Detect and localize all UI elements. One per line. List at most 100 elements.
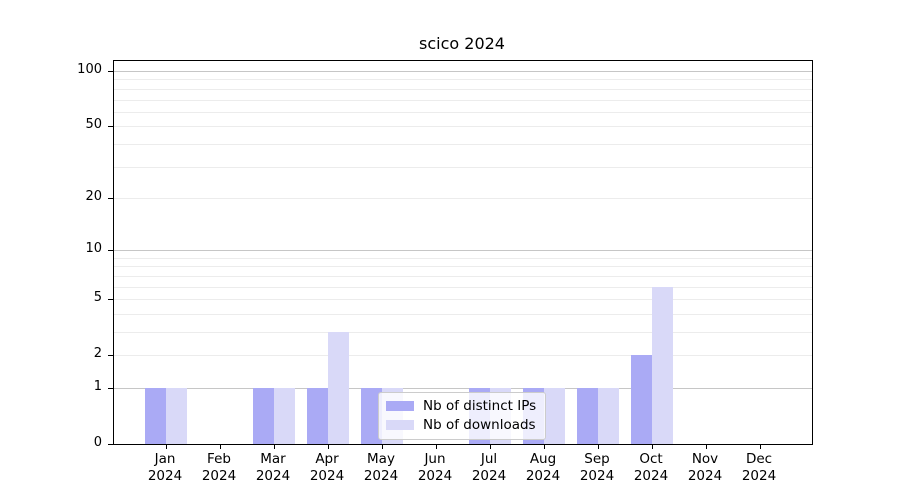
y-tick-label-0: 0 <box>93 435 102 450</box>
y-tick-mark-5 <box>108 299 113 301</box>
x-tick-label-jan: Jan 2024 <box>133 451 197 485</box>
x-tick-label-apr: Apr 2024 <box>295 451 359 485</box>
legend-swatch-downloads <box>386 420 414 430</box>
x-tick-year: 2024 <box>255 468 291 484</box>
x-tick-mark-jul <box>490 445 491 449</box>
x-tick-mark-jan <box>166 445 167 449</box>
bar-nb-of-downloads-sep <box>598 388 619 444</box>
x-tick-year: 2024 <box>525 468 561 484</box>
bar-nb-of-distinct-ips-may <box>361 388 382 444</box>
x-tick-mark-oct <box>652 445 653 449</box>
bar-nb-of-downloads-apr <box>328 332 349 444</box>
x-tick-year: 2024 <box>687 468 723 484</box>
y-tick-mark-0 <box>108 444 113 445</box>
x-tick-year: 2024 <box>147 468 183 484</box>
x-tick-mark-jun <box>436 445 437 449</box>
x-tick-mark-nov <box>706 445 707 449</box>
x-tick-mark-feb <box>220 445 221 449</box>
y-tick-label-2: 2 <box>93 346 102 362</box>
x-tick-month: Feb <box>207 451 231 467</box>
gridline-y-30 <box>114 166 812 168</box>
y-tick-mark-10 <box>108 250 113 252</box>
y-tick-mark-100 <box>108 71 113 72</box>
x-tick-mark-dec <box>760 445 761 449</box>
bar-nb-of-distinct-ips-mar <box>253 388 274 444</box>
gridline-y-1 <box>114 388 812 389</box>
x-tick-month: Mar <box>260 451 286 467</box>
gridline-y-90 <box>114 79 812 81</box>
x-tick-year: 2024 <box>579 468 615 484</box>
x-tick-mark-apr <box>328 445 329 449</box>
y-tick-label-50: 50 <box>85 117 102 133</box>
x-tick-label-oct: Oct 2024 <box>619 451 683 485</box>
legend-label-distinct-ips: Nb of distinct IPs <box>423 398 537 414</box>
x-tick-month: Jan <box>154 451 176 467</box>
bar-nb-of-downloads-aug <box>544 388 565 444</box>
bar-nb-of-downloads-jan <box>166 388 187 444</box>
x-tick-month: Jul <box>480 451 498 467</box>
x-tick-year: 2024 <box>201 468 237 484</box>
y-tick-mark-2 <box>108 355 113 357</box>
gridline-y-60 <box>114 111 812 113</box>
bar-nb-of-distinct-ips-apr <box>307 388 328 444</box>
y-tick-label-20: 20 <box>85 188 102 204</box>
x-tick-year: 2024 <box>363 468 399 484</box>
x-tick-month: Dec <box>745 451 773 467</box>
gridline-y-20 <box>114 197 812 199</box>
bar-nb-of-distinct-ips-sep <box>577 388 598 444</box>
gridline-y-9 <box>114 257 812 259</box>
chart-title: scico 2024 <box>419 34 505 53</box>
x-tick-label-dec: Dec 2024 <box>727 451 791 485</box>
legend-swatch-distinct-ips <box>386 401 414 411</box>
y-tick-label-10: 10 <box>85 241 102 257</box>
gridline-y-4 <box>114 313 812 315</box>
x-tick-label-feb: Feb 2024 <box>187 451 251 485</box>
x-tick-label-mar: Mar 2024 <box>241 451 305 485</box>
x-tick-label-jun: Jun 2024 <box>403 451 467 485</box>
x-tick-mark-mar <box>274 445 275 449</box>
x-tick-mark-may <box>382 445 383 449</box>
bar-nb-of-distinct-ips-jan <box>145 388 166 444</box>
y-tick-label-100: 100 <box>77 62 102 77</box>
x-tick-label-jul: Jul 2024 <box>457 451 521 485</box>
y-tick-mark-50 <box>108 126 113 128</box>
x-tick-label-nov: Nov 2024 <box>673 451 737 485</box>
x-tick-month: Nov <box>691 451 719 467</box>
gridline-y-8 <box>114 266 812 268</box>
gridline-y-6 <box>114 286 812 288</box>
x-tick-month: Apr <box>315 451 339 467</box>
x-tick-year: 2024 <box>741 468 777 484</box>
plot-area: Nb of distinct IPs Nb of downloads <box>108 60 813 449</box>
x-tick-year: 2024 <box>309 468 345 484</box>
x-tick-year: 2024 <box>417 468 453 484</box>
gridline-y-70 <box>114 99 812 101</box>
gridline-y-3 <box>114 332 812 333</box>
x-tick-year: 2024 <box>633 468 669 484</box>
gridline-y-50 <box>114 126 812 128</box>
legend: Nb of distinct IPs Nb of downloads <box>378 392 547 440</box>
x-tick-label-aug: Aug 2024 <box>511 451 575 485</box>
x-tick-label-sep: Sep 2024 <box>565 451 629 485</box>
bar-nb-of-downloads-oct <box>652 286 673 444</box>
gridline-y-7 <box>114 275 812 277</box>
gridline-y-2 <box>114 355 812 357</box>
legend-label-downloads: Nb of downloads <box>423 417 536 433</box>
x-tick-month: Oct <box>639 451 663 467</box>
y-tick-mark-1 <box>108 388 113 389</box>
x-tick-label-may: May 2024 <box>349 451 413 485</box>
x-tick-month: Jun <box>424 451 446 467</box>
gridline-y-5 <box>114 299 812 301</box>
legend-row-downloads: Nb of downloads <box>386 417 536 433</box>
x-tick-year: 2024 <box>471 468 507 484</box>
gridline-y-80 <box>114 88 812 90</box>
x-tick-month: Sep <box>584 451 610 467</box>
x-tick-mark-aug <box>544 445 545 449</box>
bar-nb-of-distinct-ips-oct <box>631 355 652 444</box>
y-tick-mark-20 <box>108 197 113 199</box>
x-tick-mark-sep <box>598 445 599 449</box>
y-tick-label-1: 1 <box>93 379 102 394</box>
gridline-y-40 <box>114 143 812 145</box>
x-tick-month: May <box>367 451 395 467</box>
y-tick-label-5: 5 <box>93 290 102 306</box>
